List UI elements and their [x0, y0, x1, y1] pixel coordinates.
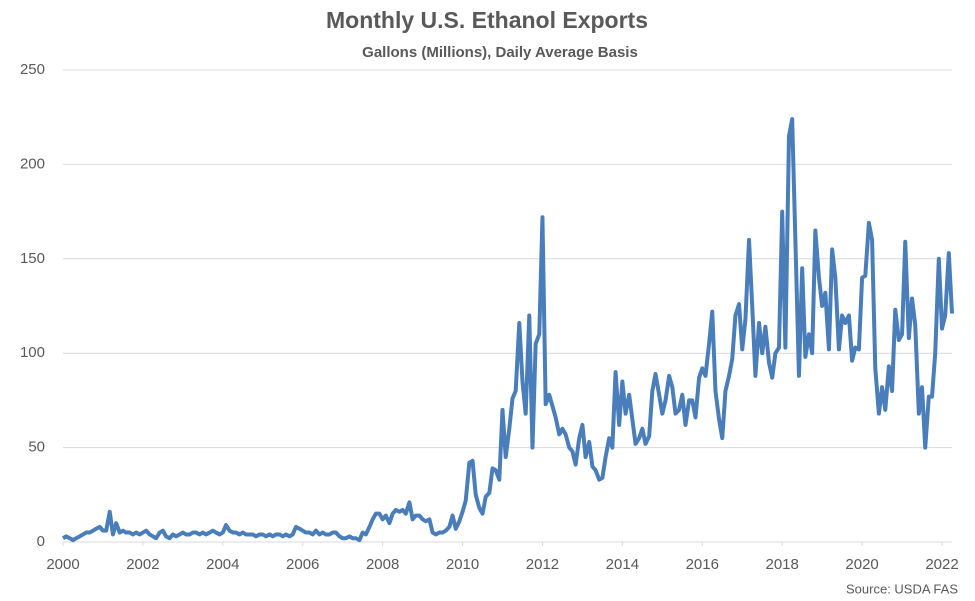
y-tick-label: 50 — [28, 439, 45, 456]
x-tick-label: 2004 — [206, 556, 239, 573]
x-tick-label: 2010 — [446, 556, 479, 573]
x-tick-label: 2022 — [925, 556, 958, 573]
x-tick-label: 2002 — [126, 556, 159, 573]
data-line — [61, 117, 954, 543]
y-tick-label: 200 — [20, 155, 45, 172]
y-tick-label: 100 — [20, 344, 45, 361]
x-tick-label: 2018 — [766, 556, 799, 573]
y-tick-label: 250 — [20, 61, 45, 78]
x-tick-label: 2012 — [526, 556, 559, 573]
x-tick-label: 2016 — [686, 556, 719, 573]
chart-title: Monthly U.S. Ethanol Exports — [326, 7, 648, 33]
source-note: Source: USDA FAS — [846, 581, 958, 596]
y-tick-label: 150 — [20, 250, 45, 267]
x-tick-label: 2000 — [46, 556, 79, 573]
x-tick-label: 2008 — [366, 556, 399, 573]
x-tick-label: 2014 — [606, 556, 639, 573]
x-tick-label: 2020 — [845, 556, 878, 573]
chart-subtitle: Gallons (Millions), Daily Average Basis — [362, 44, 638, 61]
x-tick-label: 2006 — [286, 556, 319, 573]
y-tick-label: 0 — [37, 533, 45, 550]
